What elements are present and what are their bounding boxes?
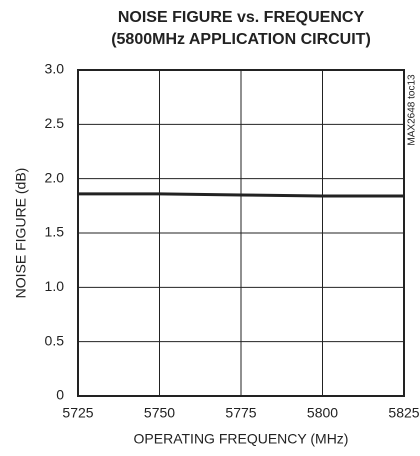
y-tick-label: 1.5	[45, 224, 65, 240]
x-tick-label: 5800	[307, 405, 338, 421]
y-axis-label: NOISE FIGURE (dB)	[13, 168, 29, 299]
y-tick-label: 1.0	[45, 278, 65, 294]
plot-frame	[77, 69, 405, 397]
x-tick-label: 5750	[144, 405, 175, 421]
y-tick-label: 3.0	[45, 61, 65, 77]
y-tick-label: 0	[56, 387, 64, 403]
data-line	[78, 192, 404, 198]
y-tick-label: 0.5	[45, 332, 65, 348]
x-tick-label: 5825	[388, 405, 419, 421]
annotation: MAX2648 toc13	[407, 74, 418, 146]
y-tick-label: 2.5	[45, 115, 65, 131]
chart-title: NOISE FIGURE vs. FREQUENCY	[118, 9, 365, 26]
x-tick-label: 5725	[62, 405, 93, 421]
x-axis-label: OPERATING FREQUENCY (MHz)	[134, 431, 349, 447]
y-tick-label: 2.0	[45, 169, 65, 185]
x-tick-label: 5775	[225, 405, 256, 421]
chart-subtitle: (5800MHz APPLICATION CIRCUIT)	[111, 31, 371, 48]
